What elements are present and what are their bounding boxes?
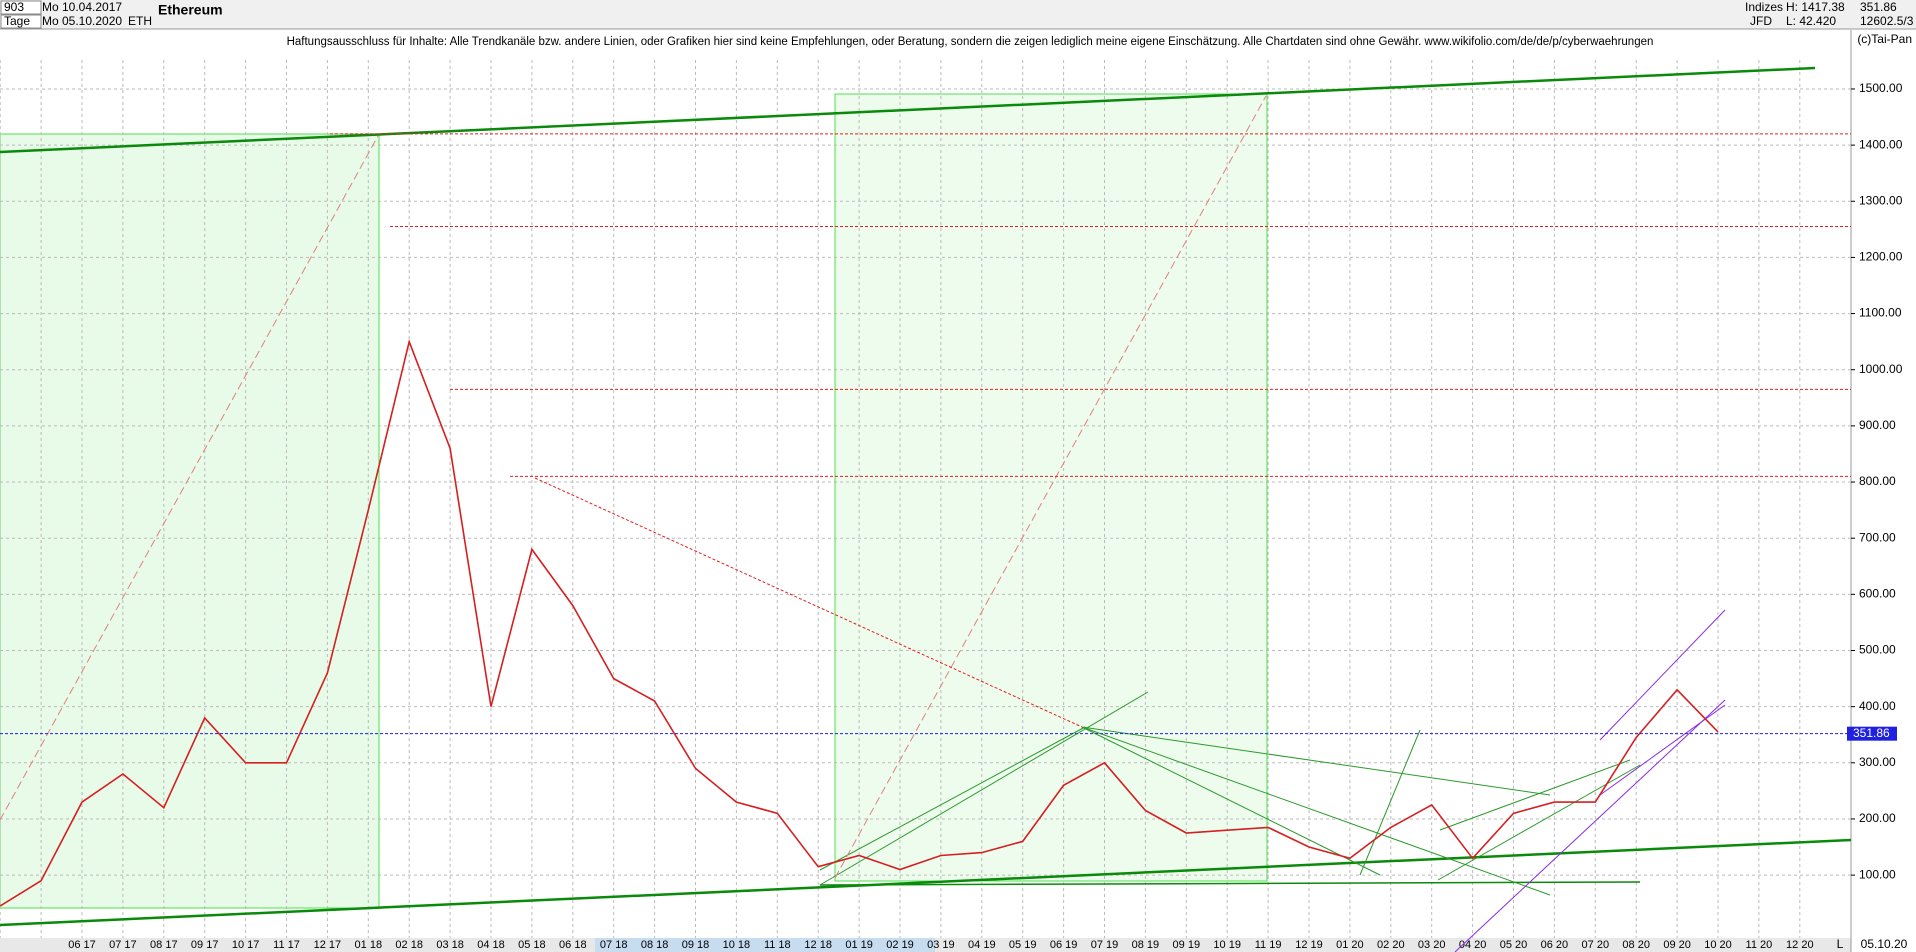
y-tick-label: 1000.00 xyxy=(1859,362,1903,376)
x-tick-label: 06 18 xyxy=(559,939,587,951)
channel-lines xyxy=(1454,609,1726,952)
x-tick-label: 09 20 xyxy=(1663,939,1691,951)
x-tick-label: 10 19 xyxy=(1213,939,1241,951)
x-tick-label: 06 17 xyxy=(68,939,96,951)
x-tick-label: 02 18 xyxy=(395,939,423,951)
x-tick-label: 10 20 xyxy=(1704,939,1732,951)
x-tick-label: 11 18 xyxy=(764,939,791,951)
y-tick-label: 1400.00 xyxy=(1859,137,1903,151)
x-tick-label: 02 20 xyxy=(1377,939,1405,951)
x-axis-highlight xyxy=(595,938,935,952)
price-line xyxy=(0,339,1719,907)
fan-lines xyxy=(819,691,1641,896)
y-tick-label: 1500.00 xyxy=(1859,81,1903,95)
extra: 12602.5/3 xyxy=(1860,14,1914,28)
x-tick-label: 11 19 xyxy=(1255,939,1282,951)
y-tick-label: 800.00 xyxy=(1859,474,1896,488)
y-tick-label: 500.00 xyxy=(1859,643,1896,657)
symbol: ETH xyxy=(128,14,152,28)
shaded-box xyxy=(0,133,380,909)
x-tick-label: 09 18 xyxy=(682,939,710,951)
x-tick-label: 12 18 xyxy=(804,939,832,951)
x-tick-label: 03 19 xyxy=(927,939,955,951)
x-tick-label: 08 17 xyxy=(150,939,178,951)
y-tick-label: 200.00 xyxy=(1859,811,1896,825)
y-tick-label: 100.00 xyxy=(1859,867,1896,881)
x-tick-label: 11 20 xyxy=(1746,939,1773,951)
end-date: Mo 05.10.2020 xyxy=(42,14,122,28)
x-tick-label: 02 19 xyxy=(886,939,914,951)
x-tick-label: 05 19 xyxy=(1009,939,1037,951)
x-tick-label: 08 20 xyxy=(1622,939,1650,951)
x-tick-label: 12 20 xyxy=(1786,939,1814,951)
y-tick-label: 1100.00 xyxy=(1859,306,1902,320)
x-tick-label: 12 19 xyxy=(1295,939,1323,951)
x-tick-label: 05 20 xyxy=(1500,939,1528,951)
period-box[interactable] xyxy=(0,14,42,29)
x-tick-label: 08 19 xyxy=(1132,939,1160,951)
x-tick-label: 01 19 xyxy=(845,939,873,951)
y-tick-label: 1200.00 xyxy=(1859,250,1903,264)
y-tick-label: 900.00 xyxy=(1859,418,1896,432)
footer-mode: L xyxy=(1837,937,1844,951)
copyright: (c)Tai-Pan xyxy=(1857,32,1912,46)
x-tick-label: 03 20 xyxy=(1418,939,1446,951)
broker: JFD xyxy=(1750,14,1772,28)
trend-lines xyxy=(0,66,1852,927)
footer-date: 05.10.20 xyxy=(1861,937,1908,951)
x-tick-label: 09 17 xyxy=(191,939,219,951)
x-tick-label: 11 17 xyxy=(273,939,300,951)
count: 903 xyxy=(4,0,24,14)
header-bar xyxy=(0,0,1916,29)
chart-title: Ethereum xyxy=(158,2,223,18)
disclaimer: Haftungsausschluss für Inhalte: Alle Tre… xyxy=(287,36,1654,48)
last: 351.86 xyxy=(1860,0,1897,14)
x-tick-label: 10 17 xyxy=(232,939,260,951)
current-label-box xyxy=(1847,726,1897,741)
start-date: Mo 10.04.2017 xyxy=(42,0,122,14)
current-label: 351.86 xyxy=(1853,726,1890,740)
y-tick-label: 700.00 xyxy=(1859,530,1896,544)
x-tick-label: 01 20 xyxy=(1336,939,1364,951)
x-tick-label: 12 17 xyxy=(314,939,342,951)
period: Tage xyxy=(4,14,30,28)
x-tick-label: 10 18 xyxy=(723,939,751,951)
x-tick-label: 07 19 xyxy=(1091,939,1119,951)
x-tick-label: 07 18 xyxy=(600,939,628,951)
x-tick-label: 07 17 xyxy=(109,939,137,951)
x-tick-label: 05 18 xyxy=(518,939,546,951)
count-box[interactable] xyxy=(0,0,42,15)
x-tick-label: 07 20 xyxy=(1582,939,1610,951)
diagonal-lines xyxy=(0,95,1267,879)
x-tick-label: 09 19 xyxy=(1173,939,1201,951)
x-tick-label: 03 18 xyxy=(436,939,464,951)
down-trend xyxy=(534,477,1083,728)
x-tick-label: 04 19 xyxy=(968,939,996,951)
y-tick-label: 1300.00 xyxy=(1859,193,1903,207)
y-tick-label: 600.00 xyxy=(1859,587,1896,601)
x-tick-label: 06 19 xyxy=(1050,939,1078,951)
y-tick-label: 300.00 xyxy=(1859,755,1896,769)
x-tick-label: 01 18 xyxy=(355,939,383,951)
x-tick-label: 08 18 xyxy=(641,939,669,951)
x-tick-label: 04 18 xyxy=(477,939,505,951)
low: L: 42.420 xyxy=(1786,14,1836,28)
group: Indizes xyxy=(1745,0,1783,14)
x-tick-label: 06 20 xyxy=(1541,939,1569,951)
high: H: 1417.38 xyxy=(1786,0,1845,14)
y-tick-label: 400.00 xyxy=(1859,699,1896,713)
